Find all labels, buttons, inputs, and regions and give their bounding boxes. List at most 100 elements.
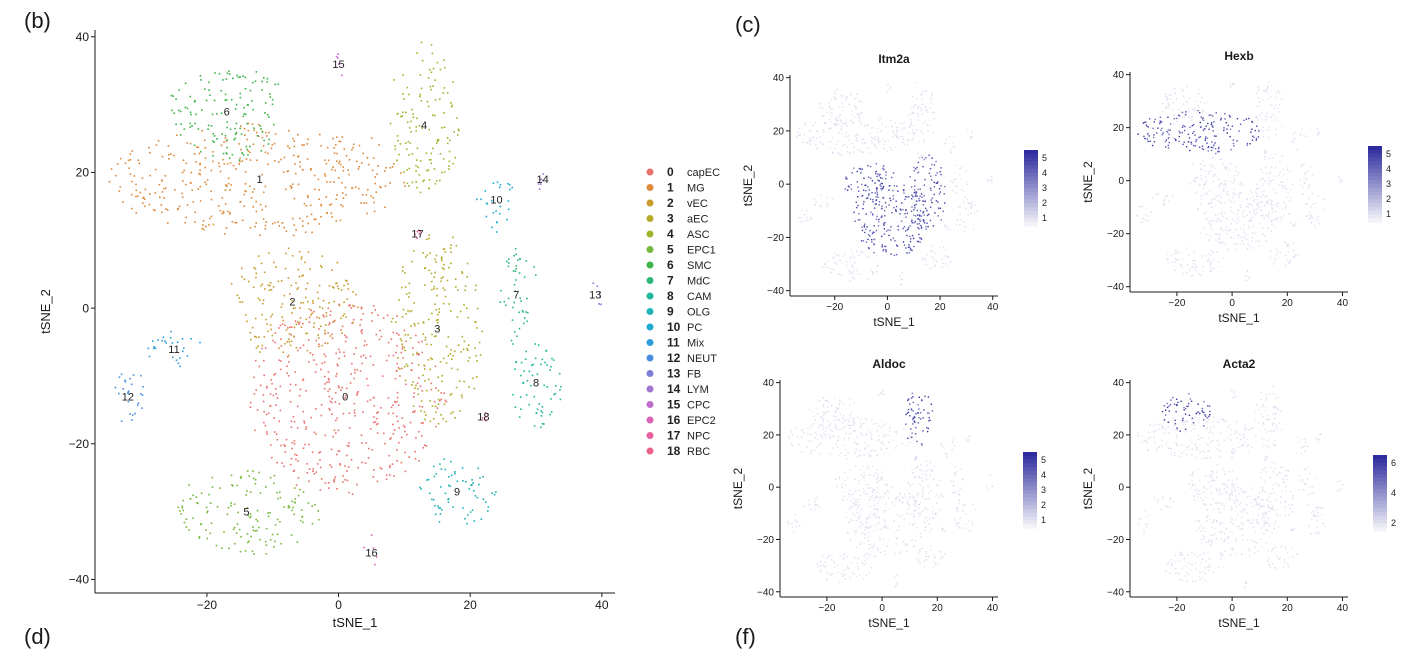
- panel-c-itm2a-cluster-14: [967, 129, 973, 139]
- panel-c-acta2-cluster-2: [1188, 464, 1239, 505]
- cluster-label-12: 12: [122, 391, 134, 403]
- panel-c-hexb-cluster-5: [1166, 247, 1224, 277]
- colorbar-tick-label: 3: [1042, 183, 1047, 193]
- y-axis-label: tSNE_2: [1081, 161, 1095, 203]
- panel-b-tsne-plot-cluster-0: [249, 303, 448, 495]
- panel-c-itm2a-cluster-6: [819, 88, 863, 127]
- legend-name: ASC: [687, 229, 710, 241]
- panel-c-acta2-cluster-14: [1315, 433, 1322, 444]
- panel-c-acta2-cluster-9: [1267, 545, 1298, 570]
- x-axis-label: tSNE_1: [1218, 616, 1260, 630]
- cluster-label-1: 1: [256, 174, 262, 186]
- y-tick-label: −40: [1107, 587, 1124, 598]
- panel-c-itm2a-cluster-0: [853, 182, 929, 256]
- x-tick-label: 0: [335, 598, 342, 612]
- panel-b-tsne-plot-cluster-15: [335, 53, 343, 77]
- legend-id: 14: [667, 382, 681, 396]
- colorbar-tick-label: 6: [1391, 458, 1396, 468]
- panel-label-c: (c): [735, 12, 761, 37]
- legend-id: 11: [667, 336, 680, 350]
- legend-name: FB: [687, 369, 701, 381]
- legend-name: PC: [687, 322, 702, 334]
- y-tick-label: 0: [768, 483, 774, 494]
- panel-b-tsne-plot-points: [108, 41, 602, 566]
- legend-swatch-0: [646, 168, 654, 176]
- cluster-label-5: 5: [243, 507, 249, 519]
- x-axis-label: tSNE_1: [873, 315, 915, 329]
- panel-c-itm2a-cluster-15: [886, 84, 892, 93]
- panel-c-acta2-cluster-13: [1336, 480, 1344, 492]
- colorbar-tick-label: 1: [1386, 209, 1391, 219]
- panel-c-acta2-colorbar: 6 4 2: [1373, 455, 1396, 532]
- legend-name: MG: [687, 183, 705, 195]
- panel-b-tsne-plot-cluster-6: [170, 70, 280, 161]
- y-tick-label: 20: [1113, 123, 1125, 134]
- panel-c-itm2a-cluster-8: [955, 196, 978, 232]
- colorbar-tick-label: 2: [1386, 194, 1391, 204]
- legend-swatch-10: [646, 323, 654, 331]
- legend-id: 15: [667, 398, 681, 412]
- colorbar-tick-label: 4: [1041, 470, 1046, 480]
- panel-c-hexb-cluster-17: [1263, 149, 1268, 158]
- panel-c-aldoc-cluster-15: [878, 390, 886, 396]
- x-tick-label: 0: [1229, 298, 1235, 309]
- panel-c-itm2a-cluster-18: [944, 224, 949, 231]
- cluster-label-2: 2: [289, 296, 295, 308]
- panel-c-itm2a-cluster-7: [950, 164, 968, 195]
- cluster-label-11: 11: [168, 344, 179, 356]
- panel-c-itm2a-cluster-2: [844, 163, 895, 205]
- legend-name: EPC2: [687, 415, 716, 427]
- panel-c-aldoc-cluster-8: [954, 500, 977, 533]
- x-tick-label: 20: [1282, 298, 1294, 309]
- legend-swatch-3: [646, 215, 654, 222]
- cluster-label-3: 3: [434, 323, 440, 335]
- panel-c-aldoc-cluster-1: [787, 416, 911, 460]
- cluster-label-6: 6: [224, 106, 230, 118]
- legend-swatch-6: [646, 261, 654, 269]
- legend-id: 8: [667, 289, 674, 303]
- legend-swatch-4: [646, 230, 654, 238]
- y-axis-label: tSNE_2: [1081, 467, 1095, 509]
- panel-c-acta2: −20 0 20 40 −40 −20 0 20 40 tSNE_1 tSNE_2 Acta2: [1081, 357, 1348, 630]
- y-tick-label: 40: [763, 378, 775, 389]
- y-tick-label: 0: [778, 180, 784, 191]
- panel-b-tsne-plot: −20 0 20 40−40−2002040tSNE_1tSNE_2012345678…: [38, 30, 615, 630]
- panel-c-aldoc-cluster-3: [904, 460, 944, 532]
- panel-b-tsne-plot-cluster-5: [177, 470, 320, 555]
- legend-name: CAM: [687, 291, 711, 303]
- y-tick-label: −40: [69, 573, 90, 587]
- legend-swatch-16: [646, 416, 654, 424]
- legend-swatch-7: [646, 277, 654, 284]
- panel-c-acta2-cluster-6: [1161, 393, 1211, 432]
- panel-b-tsne-plot-cluster-4: [389, 41, 460, 194]
- panel-c-aldoc-cluster-18: [941, 527, 946, 532]
- panel-c-hexb-points: [1136, 81, 1343, 281]
- legend-swatch-13: [646, 370, 654, 377]
- legend-id: 12: [667, 351, 681, 365]
- legend-name: NEUT: [687, 353, 717, 365]
- colorbar-tick-label: 4: [1391, 488, 1396, 498]
- panel-c-acta2-cluster-18: [1290, 528, 1295, 532]
- legend-name: RBC: [687, 446, 710, 458]
- panel-c-hexb-cluster-16: [1245, 269, 1250, 281]
- panel-c-acta2-cluster-16: [1244, 579, 1248, 588]
- x-tick-label: −20: [818, 603, 835, 614]
- panel-b-tsne-plot-cluster-1: [108, 122, 406, 237]
- y-axis-label: tSNE_2: [38, 289, 53, 334]
- y-tick-label: −20: [1107, 535, 1124, 546]
- panel-c-hexb-cluster-14: [1316, 128, 1321, 136]
- chart-title: Hexb: [1224, 49, 1253, 63]
- x-tick-label: −20: [197, 598, 218, 612]
- x-axis-label: tSNE_1: [1218, 311, 1260, 325]
- chart-title: Acta2: [1223, 357, 1256, 371]
- cluster-label-7: 7: [513, 290, 519, 302]
- x-tick-label: 0: [879, 603, 885, 614]
- panel-b-tsne-plot-cluster-14: [537, 173, 545, 190]
- panel-b-tsne-plot-cluster-3: [390, 234, 483, 425]
- legend-id: 16: [667, 413, 681, 427]
- y-tick-label: 40: [773, 73, 785, 84]
- colorbar-tick-label: 5: [1041, 455, 1046, 465]
- y-tick-label: 0: [1118, 483, 1124, 494]
- x-tick-label: 40: [987, 302, 999, 313]
- y-tick-label: 20: [773, 126, 785, 137]
